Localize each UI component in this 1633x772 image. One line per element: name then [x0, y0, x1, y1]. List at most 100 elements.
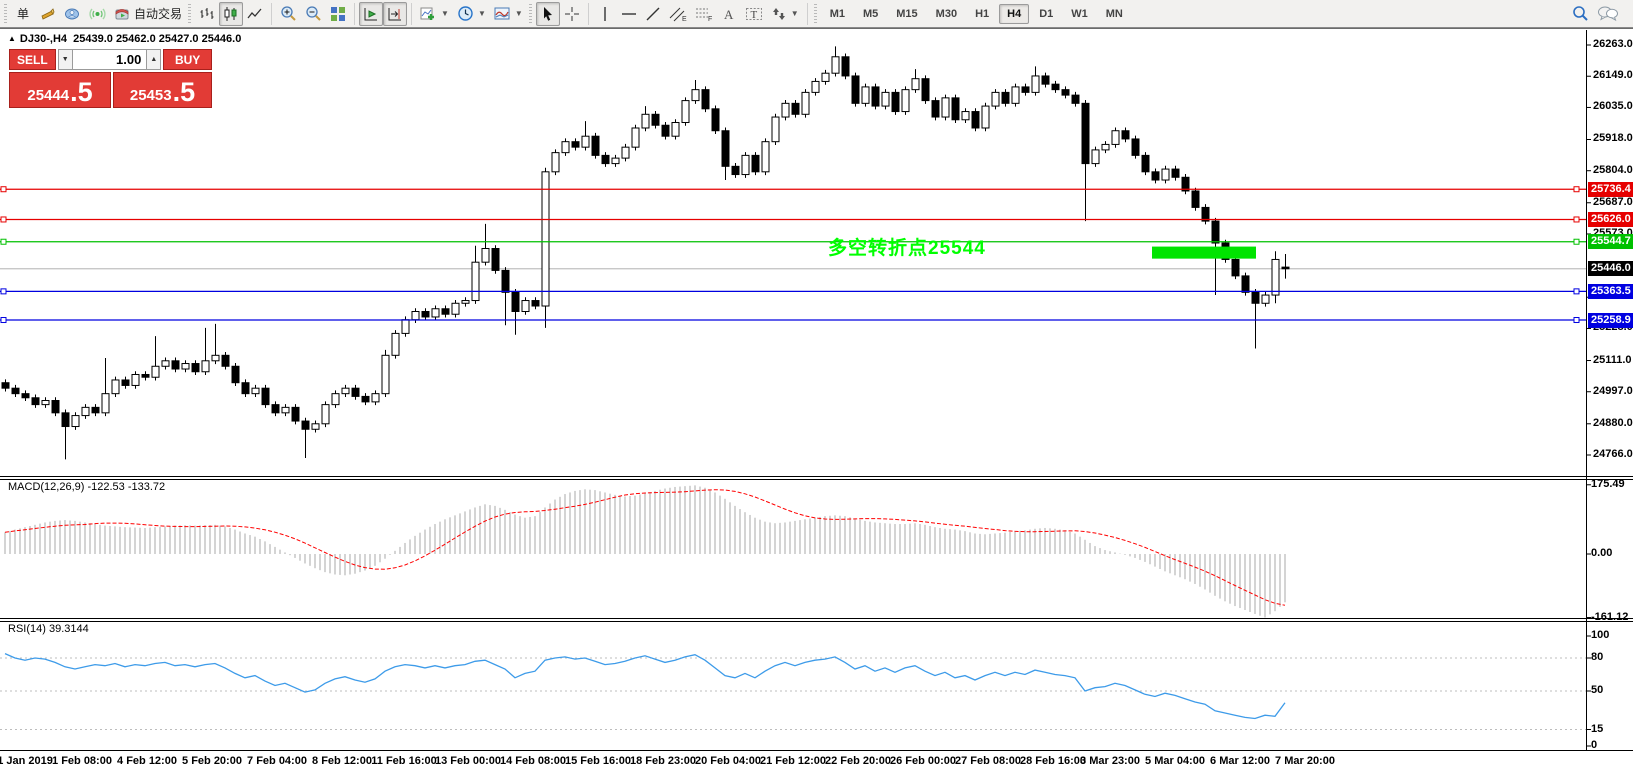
horizontal-line-icon — [621, 6, 637, 22]
search-icon — [1571, 5, 1589, 23]
arrows-button[interactable]: ▼ — [767, 2, 803, 26]
sell-price-display[interactable]: 25444.5 — [9, 72, 111, 108]
market-button[interactable] — [35, 2, 60, 26]
periods-icon — [457, 5, 474, 22]
toolbar-grip[interactable] — [188, 3, 192, 24]
equidistant-channel-button[interactable]: E — [665, 2, 691, 26]
volume-increase-button[interactable]: ▲ — [147, 49, 162, 70]
timeframe-button-m30[interactable]: M30 — [935, 7, 958, 20]
zoom-in-icon — [280, 5, 297, 22]
toolbar-separator — [587, 2, 589, 25]
text-button[interactable]: A — [717, 2, 741, 26]
sell-button[interactable]: SELL — [9, 49, 56, 70]
zoom-in-button[interactable] — [276, 2, 301, 26]
svg-text:F: F — [708, 16, 712, 22]
new-order-button[interactable]: 单 — [11, 2, 35, 26]
timeframe-group: M1 M5 M15 M30 H1 H4 D1 W1 MN — [821, 3, 1132, 24]
chart-canvas[interactable] — [0, 28, 1633, 772]
trendline-icon — [645, 6, 661, 22]
buy-button[interactable]: BUY — [163, 49, 213, 70]
signals-button[interactable] — [85, 2, 110, 26]
trendline-button[interactable] — [641, 2, 665, 26]
horizontal-line-button[interactable] — [617, 2, 641, 26]
buy-price-display[interactable]: 25453.5 — [113, 72, 212, 108]
sell-button-label: SELL — [17, 52, 48, 67]
timeframe-button-m1[interactable]: M1 — [829, 7, 845, 20]
buy-button-label: BUY — [174, 52, 201, 67]
tile-windows-icon — [330, 6, 346, 22]
arrows-icon — [771, 6, 787, 22]
periods-button[interactable]: ▼ — [453, 2, 490, 26]
crosshair-icon — [564, 6, 580, 22]
triangle-down-icon: ▼ — [61, 56, 69, 63]
crosshair-button[interactable] — [560, 2, 584, 26]
text-label-button[interactable]: T — [741, 2, 767, 26]
timeframe-button-w1[interactable]: W1 — [1071, 7, 1088, 20]
timeframe-button-h1[interactable]: H1 — [975, 7, 990, 20]
fibonacci-button[interactable]: F — [691, 2, 717, 26]
autotrade-label: 自动交易 — [134, 7, 183, 21]
toolbar-separator — [354, 2, 356, 25]
cursor-button[interactable] — [535, 1, 560, 26]
community-icon — [64, 6, 81, 22]
signals-icon — [89, 6, 106, 22]
fibonacci-icon: F — [695, 6, 713, 22]
chat-button[interactable] — [1593, 2, 1623, 26]
chevron-down-icon: ▼ — [790, 9, 799, 18]
indicators-button[interactable]: ▼ — [416, 2, 453, 26]
svg-text:A: A — [724, 7, 734, 22]
chart-shift-icon — [387, 6, 403, 22]
sell-price-main: 25444 — [27, 87, 70, 104]
text-label-icon: T — [745, 6, 763, 22]
auto-scroll-button[interactable] — [359, 1, 384, 26]
toolbar-separator — [411, 2, 413, 25]
autotrade-button[interactable]: 自动交易 — [110, 2, 186, 26]
indicators-icon — [420, 6, 437, 22]
timeframe-button-mn[interactable]: MN — [1105, 7, 1123, 20]
toolbar-grip[interactable] — [4, 3, 7, 24]
equidistant-channel-icon: E — [669, 6, 687, 22]
vertical-line-button[interactable] — [593, 2, 617, 26]
triangle-up-icon: ▲ — [150, 56, 158, 63]
market-icon — [39, 6, 56, 22]
bar-chart-icon — [199, 6, 215, 22]
volume-value: 1.00 — [116, 52, 142, 67]
toolbar-grip[interactable] — [813, 3, 817, 24]
templates-button[interactable]: ▼ — [490, 2, 527, 26]
volume-input[interactable]: 1.00 — [71, 49, 148, 70]
tile-windows-button[interactable] — [326, 2, 350, 26]
toolbar-separator — [271, 2, 273, 25]
timeframe-button-m5[interactable]: M5 — [862, 7, 879, 20]
volume-decrease-button[interactable]: ▼ — [57, 49, 72, 70]
toolbar-separator — [806, 2, 808, 25]
community-button[interactable] — [60, 2, 85, 26]
zoom-out-button[interactable] — [301, 2, 326, 26]
candlestick-chart-button[interactable] — [219, 1, 244, 26]
zoom-out-icon — [305, 5, 322, 22]
buy-price-main: 25453 — [129, 87, 172, 104]
chat-icon — [1597, 5, 1619, 22]
timeframe-button-d1[interactable]: D1 — [1039, 7, 1054, 20]
line-chart-icon — [247, 6, 263, 22]
text-icon: A — [722, 6, 736, 22]
one-click-trading-panel: SELL ▼ 1.00 ▲ BUY 25444.5 25453.5 — [9, 49, 213, 108]
buy-price-pips: .5 — [172, 77, 196, 107]
chart-shift-button[interactable] — [383, 1, 408, 26]
toolbar-grip[interactable] — [528, 3, 532, 24]
line-chart-button[interactable] — [243, 2, 267, 26]
chevron-down-icon: ▼ — [441, 9, 449, 18]
sell-price-pips: .5 — [70, 77, 93, 107]
toolbar: 单 自动交易 — [0, 0, 1633, 28]
chart-window: ▲ DJ30-,H4 25439.0 25462.0 25427.0 25446.… — [0, 28, 1633, 772]
timeframe-button-h4[interactable]: H4 — [999, 3, 1030, 24]
auto-scroll-icon — [363, 6, 379, 22]
candlestick-chart-icon — [223, 6, 239, 22]
search-button[interactable] — [1567, 2, 1593, 26]
templates-icon — [494, 6, 511, 22]
new-order-label: 单 — [16, 7, 29, 21]
autotrade-icon — [114, 6, 131, 22]
vertical-line-icon — [599, 6, 611, 22]
bar-chart-button[interactable] — [195, 2, 219, 26]
timeframe-button-m15[interactable]: M15 — [896, 7, 918, 20]
